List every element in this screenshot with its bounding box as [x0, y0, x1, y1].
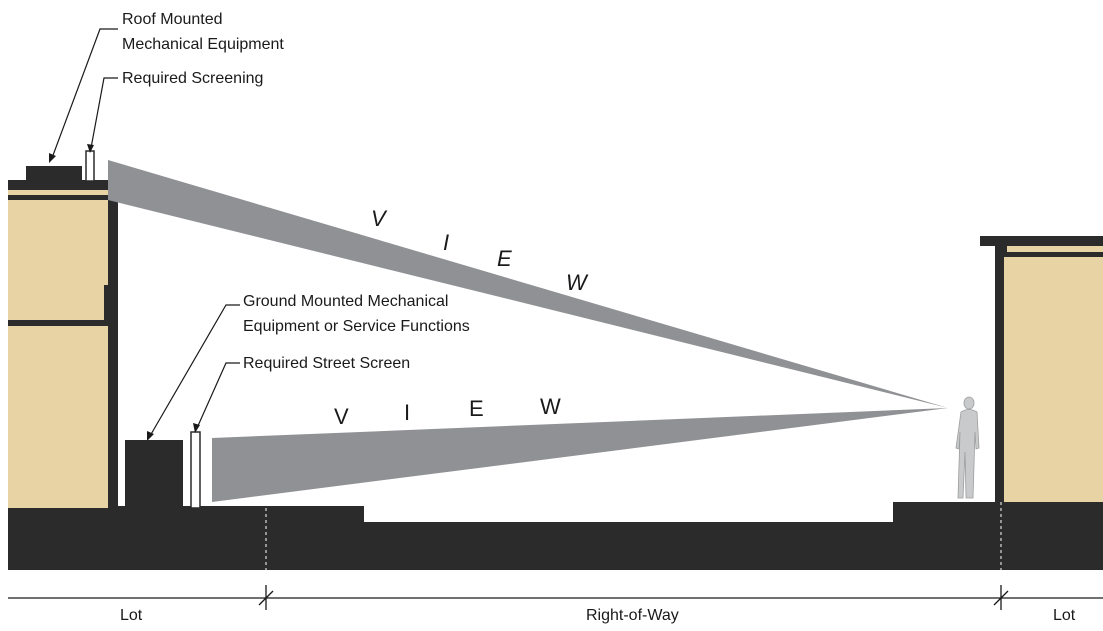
street-screen-arrowhead: [193, 423, 200, 433]
lower-view-cone: [212, 408, 948, 502]
dimension-slash-right: [993, 590, 1009, 606]
ground-base: [8, 522, 1103, 570]
left-building-cornice: [8, 180, 136, 190]
view-lower-letter-2: I: [404, 400, 410, 425]
left-building-floor-tick: [104, 285, 110, 320]
right-sidewalk: [893, 502, 1103, 524]
view-upper-letter-4: W: [566, 270, 589, 295]
roof-screening-arrowhead: [87, 144, 94, 153]
dimension-label-lot-right: Lot: [1053, 607, 1076, 624]
label-roof-equipment-line2: Mechanical Equipment: [122, 36, 284, 53]
dimension-label-lot-left: Lot: [120, 607, 143, 624]
view-lower-letter-3: E: [469, 396, 484, 421]
roof-equipment-leader: [51, 28, 118, 159]
left-building-right-wall: [108, 182, 118, 508]
pedestrian-icon: [955, 396, 980, 499]
street-screen-leader: [196, 362, 240, 429]
roof-screening-post: [85, 150, 95, 182]
view-upper-letter-1: V: [371, 206, 388, 231]
ground-section: [8, 502, 1103, 598]
left-building-floor-line-2: [8, 320, 116, 326]
leader-lines: [49, 28, 240, 441]
ground-equipment-arrowhead: [147, 431, 154, 441]
view-upper-letter-3: E: [497, 246, 512, 271]
right-building-body: [1003, 246, 1103, 502]
roof-equipment-arrowhead: [49, 153, 56, 163]
label-ground-equipment-line2: Equipment or Service Functions: [243, 318, 470, 335]
view-upper-letter-2: I: [443, 230, 449, 255]
left-building-floor-line-1: [8, 195, 116, 200]
ground-equipment-leader: [149, 304, 240, 437]
street-screen-post: [190, 431, 201, 509]
right-building-cornice: [980, 236, 1103, 246]
dimension-label-right-of-way: Right-of-Way: [586, 607, 679, 624]
view-lower-letter-1: V: [334, 404, 349, 429]
right-building: [980, 236, 1103, 502]
roof-screening-leader: [90, 77, 118, 149]
right-building-cornice-lip: [995, 244, 1007, 254]
right-building-floor-line: [1003, 252, 1103, 257]
ground-mechanical-equipment: [125, 440, 183, 508]
left-sidewalk: [8, 506, 364, 524]
roof-mechanical-equipment: [26, 166, 82, 181]
left-building-body: [8, 182, 116, 508]
upper-view-cone: [108, 160, 948, 408]
label-street-screen: Required Street Screen: [243, 355, 410, 372]
left-building: [8, 150, 136, 508]
view-lower-letter-4: W: [540, 394, 561, 419]
dimension-slash-left: [258, 590, 274, 606]
dimension-line: [8, 585, 1103, 610]
label-ground-equipment-line1: Ground Mounted Mechanical: [243, 293, 448, 310]
label-roof-screening: Required Screening: [122, 70, 263, 87]
right-building-left-wall: [995, 246, 1004, 502]
label-roof-equipment-line1: Roof Mounted: [122, 11, 223, 28]
